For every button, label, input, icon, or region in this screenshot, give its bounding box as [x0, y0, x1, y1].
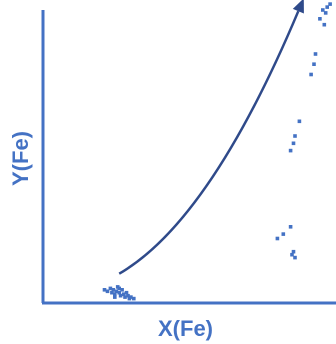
data-point — [126, 293, 130, 298]
points-layer — [102, 2, 332, 301]
data-point — [318, 17, 322, 21]
data-point — [113, 295, 117, 299]
y-axis-title: Y(Fe) — [8, 131, 33, 186]
data-point — [118, 293, 123, 298]
data-point — [321, 8, 325, 12]
data-point — [288, 148, 293, 153]
x-axis-title: X(Fe) — [158, 316, 213, 341]
data-point — [108, 286, 113, 291]
data-point — [297, 119, 302, 124]
data-point — [132, 296, 136, 301]
data-point — [322, 22, 327, 27]
data-point — [312, 62, 316, 66]
data-point — [323, 11, 328, 15]
data-point — [111, 288, 116, 292]
data-point — [102, 288, 107, 292]
data-point — [293, 255, 297, 260]
data-point — [123, 295, 127, 299]
data-point — [328, 2, 332, 6]
data-point — [291, 249, 296, 254]
data-point — [275, 236, 280, 241]
data-point — [293, 134, 297, 138]
data-point — [120, 288, 124, 292]
data-point — [313, 52, 318, 56]
data-point — [117, 290, 121, 295]
data-point — [309, 72, 313, 77]
data-point — [114, 289, 119, 294]
data-point — [121, 292, 126, 296]
trend-arrow — [118, 10, 300, 275]
data-point — [288, 225, 293, 229]
data-point — [110, 290, 114, 295]
data-point — [124, 290, 129, 295]
data-point — [325, 5, 329, 9]
data-point — [291, 141, 296, 146]
data-point — [290, 252, 294, 257]
data-point — [113, 292, 117, 296]
data-point — [129, 295, 133, 299]
data-point — [105, 289, 110, 294]
data-point — [281, 232, 286, 236]
trend-arrowhead — [292, 0, 304, 14]
data-point — [117, 286, 121, 291]
